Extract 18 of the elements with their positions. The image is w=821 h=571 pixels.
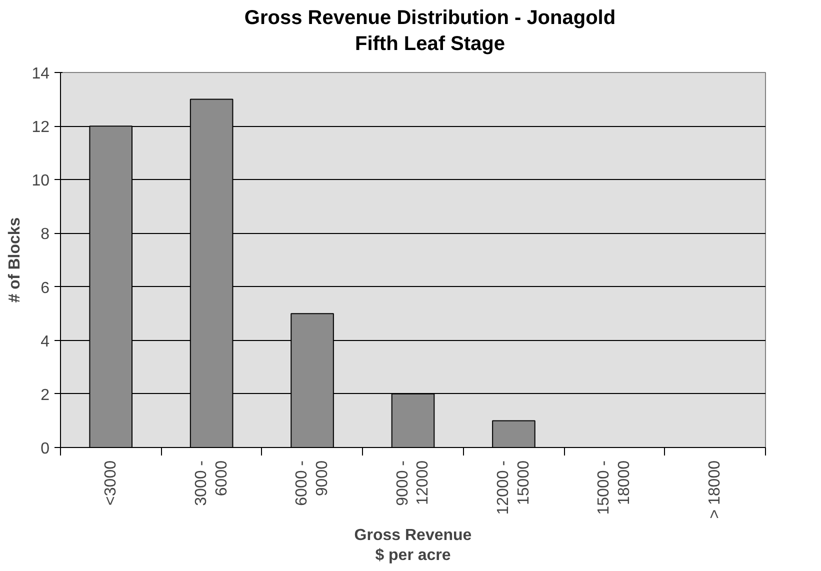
y-tick-label: 10	[32, 172, 50, 190]
chart-title: Gross Revenue Distribution - Jonagold Fifth Leaf Stage	[244, 6, 616, 57]
x-tick-label: 15000 - 18000	[596, 460, 634, 515]
x-tick-label: 12000 - 15000	[495, 460, 532, 515]
x-tick-label: > 18000	[706, 460, 724, 519]
x-tick-label: 6000 - 9000	[294, 460, 331, 506]
y-axis-title: # of Blocks	[6, 217, 24, 303]
y-tick-label: 2	[40, 386, 50, 404]
y-tick-label: 12	[32, 119, 50, 136]
y-tick-label: 6	[40, 280, 50, 297]
x-tick-label: 9000 - 12000	[394, 460, 432, 506]
y-tick-label: 4	[40, 333, 50, 350]
y-tick-label: 8	[40, 226, 50, 244]
x-tick-label: 3000 - 6000	[192, 460, 230, 506]
x-axis-title: Gross Revenue $ per acre	[354, 526, 472, 564]
x-tick-label: <3000	[102, 460, 120, 506]
y-tick-label: 0	[40, 440, 50, 458]
y-tick-label: 14	[32, 66, 50, 82]
